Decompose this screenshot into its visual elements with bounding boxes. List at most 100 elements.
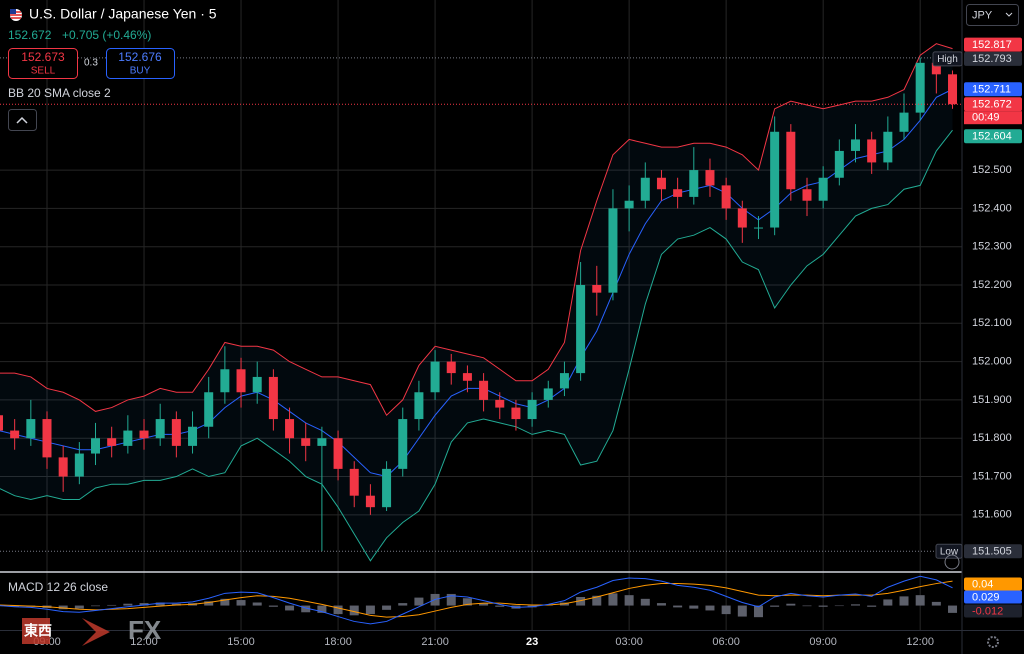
macd-signal-line: [0, 580, 953, 618]
low-tag-label: Low: [940, 546, 959, 557]
macd-histogram-bar: [495, 605, 505, 607]
macd-histogram-bar: [899, 596, 909, 606]
candle-body: [527, 399, 537, 420]
candle-body: [753, 227, 763, 229]
band-lower: [0, 129, 953, 562]
macd-histogram-bar: [268, 605, 278, 607]
macd-histogram-bar: [317, 605, 327, 613]
macd-histogram-bar: [915, 595, 925, 606]
candle-body: [495, 399, 505, 408]
macd-histogram-bar: [931, 601, 941, 606]
candle-body: [705, 170, 715, 186]
y-tick-label: 151.800: [972, 432, 1012, 444]
candle-body: [802, 189, 812, 201]
collapse-icon: [16, 116, 28, 124]
candle-body: [317, 438, 327, 446]
scroll-icon[interactable]: [944, 554, 960, 570]
macd-histogram-bar: [576, 597, 586, 606]
y-tick-label: 152.000: [972, 356, 1012, 368]
macd-histogram-bar: [592, 595, 602, 606]
grid: [0, 0, 962, 630]
macd-histogram-bar: [155, 602, 165, 606]
middle-band-label-box: [964, 82, 1022, 97]
currency-button[interactable]: [966, 4, 1019, 26]
macd-histogram-bar: [673, 605, 683, 608]
y-tick-label: 152.200: [972, 279, 1012, 291]
currency-caret: [1005, 12, 1013, 17]
macd-histogram-bar: [721, 605, 731, 615]
macd-histogram-bar: [91, 605, 101, 607]
macd-value-label: 0.029: [972, 591, 1000, 603]
x-tick-label: 15:00: [227, 636, 255, 648]
macd-histogram-bar: [608, 593, 618, 606]
high-tag: [932, 51, 963, 67]
upper-band-label: 152.817: [972, 39, 1012, 51]
last-price-label-box: [964, 97, 1022, 112]
candle-body: [333, 438, 343, 469]
macd-histogram-bar: [333, 605, 343, 615]
macd-histogram-bar: [107, 604, 117, 606]
candle-body: [382, 468, 392, 508]
high-tag-label: High: [937, 54, 958, 65]
candle-body: [931, 62, 941, 75]
macd-histogram-bar: [479, 603, 489, 606]
collapse-button[interactable]: [8, 109, 37, 131]
candle-body: [301, 438, 311, 446]
x-tick-label: 18:00: [324, 636, 352, 648]
candle-body: [737, 208, 747, 228]
candle-body: [204, 392, 214, 427]
candle-body: [365, 495, 375, 508]
candle-body: [899, 112, 909, 132]
macd-histogram-bar: [236, 600, 246, 606]
x-tick-label: 06:00: [712, 636, 740, 648]
macd-histogram-bar: [834, 605, 844, 607]
candle-body: [883, 131, 893, 163]
upper-band-label-box: [964, 37, 1022, 52]
candle-body: [10, 430, 20, 439]
candle-body: [511, 407, 521, 420]
macd-histogram-bar: [285, 605, 295, 611]
y-tick-label: 152.100: [972, 317, 1012, 329]
macd-histogram-label-box: [964, 604, 1022, 618]
macd-histogram-bar: [74, 605, 84, 609]
macd-histogram-label: -0.012: [972, 605, 1003, 617]
buy-label: BUY: [130, 66, 151, 77]
x-tick-label: 23: [526, 636, 538, 648]
macd-histogram-bar: [624, 595, 634, 606]
band-upper: [0, 43, 953, 417]
macd-histogram-bar: [656, 603, 666, 606]
buy-price: 152.676: [118, 50, 162, 64]
buy-button[interactable]: [106, 48, 175, 79]
currency-label: JPY: [972, 9, 993, 21]
candle-body: [155, 419, 165, 439]
candle-body: [721, 185, 731, 209]
settings-icon[interactable]: [987, 636, 999, 648]
candle-body: [91, 438, 101, 454]
y-tick-label: 152.300: [972, 241, 1012, 253]
y-tick-label: 152.500: [972, 164, 1012, 176]
watermark-fx: FX: [128, 615, 162, 645]
candle-body: [559, 373, 569, 389]
macd-histogram-bar: [802, 605, 812, 607]
candle-body: [58, 457, 68, 477]
sell-button[interactable]: [8, 48, 78, 79]
macd-histogram-bar: [462, 598, 472, 606]
macd-histogram-bar: [382, 605, 392, 610]
candle-body: [673, 189, 683, 197]
candle-body: [107, 438, 117, 446]
macd-histogram-bar: [220, 598, 230, 606]
candle-body: [786, 131, 796, 190]
candle-body: [139, 430, 149, 439]
macd-legend: MACD 12 26 close: [8, 580, 108, 594]
candle-body: [398, 419, 408, 469]
spread: 0.3: [84, 58, 98, 69]
macd-histogram-bar: [204, 601, 214, 606]
candle-body: [462, 373, 472, 381]
candle-body: [689, 170, 699, 197]
candle-body: [640, 177, 650, 201]
candle-body: [656, 177, 666, 190]
lower-band-label-box: [964, 129, 1022, 144]
macd-histogram-bar: [786, 603, 796, 606]
x-tick-label: 12:00: [906, 636, 934, 648]
